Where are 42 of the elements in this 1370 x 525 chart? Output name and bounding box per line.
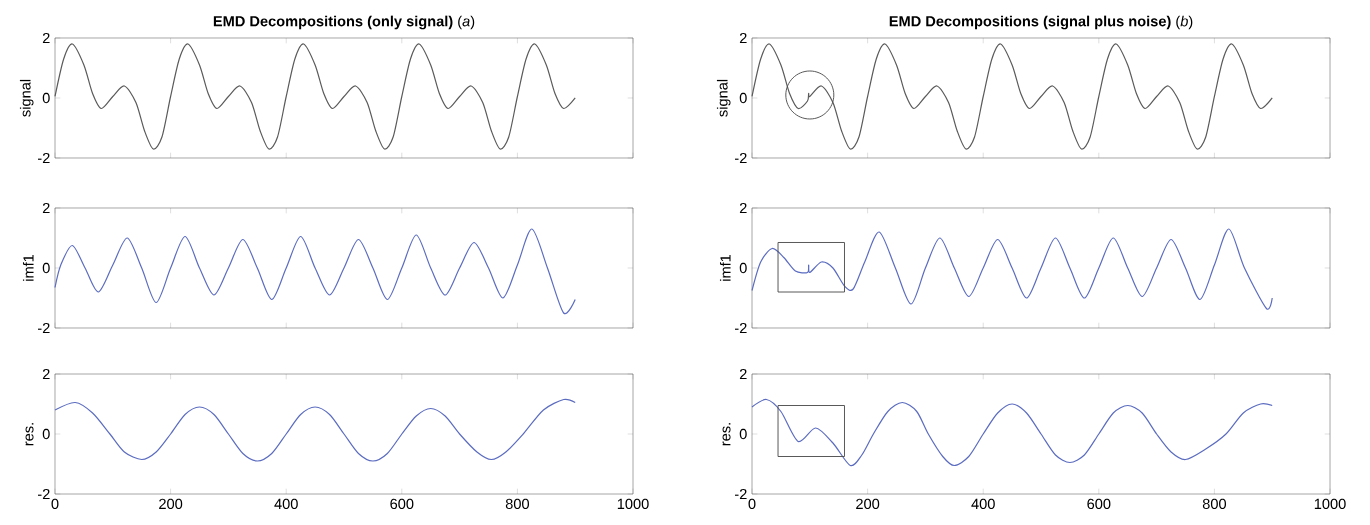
- y-tick-label: 2: [42, 32, 50, 44]
- line-series: [54, 228, 576, 314]
- y-tick-label: -2: [37, 322, 50, 334]
- y-axis-title: signal: [19, 79, 34, 117]
- y-tick-label: 2: [739, 32, 747, 44]
- y-tick-label: 0: [42, 428, 50, 440]
- y-axis-title: imf1: [719, 254, 731, 281]
- x-tick-label: 800: [505, 498, 530, 510]
- x-tick-label: 600: [1087, 498, 1111, 510]
- x-tick-label: 400: [274, 498, 298, 510]
- y-axis-title: res.: [25, 423, 34, 446]
- y-tick-label: -2: [734, 488, 747, 500]
- y-axis-title: imf1: [22, 254, 34, 281]
- y-tick-label: -2: [37, 488, 50, 500]
- x-tick-label: 800: [1202, 498, 1227, 510]
- y-tick-label: 0: [42, 262, 50, 274]
- line-series: [54, 398, 576, 462]
- x-tick-label: 0: [748, 498, 756, 510]
- y-tick-label: 0: [739, 428, 747, 440]
- line-series: [751, 398, 1273, 467]
- x-tick-label: 600: [390, 498, 414, 510]
- x-tick-label: 200: [856, 498, 880, 510]
- y-tick-label: -2: [734, 152, 747, 164]
- x-tick-label: 200: [159, 498, 183, 510]
- chart-title: EMD Decompositions (signal plus noise) (b): [889, 15, 1193, 30]
- x-tick-label: 1000: [1314, 498, 1346, 510]
- line-series: [751, 228, 1273, 310]
- y-tick-label: 0: [739, 262, 747, 274]
- y-tick-label: 2: [42, 368, 50, 380]
- y-tick-label: 2: [739, 368, 747, 380]
- x-tick-label: 0: [51, 498, 59, 510]
- y-tick-label: 2: [739, 202, 747, 214]
- y-tick-label: 2: [42, 202, 50, 214]
- y-axis-title: signal: [716, 79, 731, 117]
- x-tick-label: 1000: [617, 498, 649, 510]
- y-tick-label: -2: [37, 152, 50, 164]
- y-tick-label: 0: [42, 92, 50, 104]
- y-tick-label: -2: [734, 322, 747, 334]
- y-axis-title: res.: [722, 423, 731, 446]
- chart-title: EMD Decompositions (only signal) (a): [213, 15, 475, 30]
- y-tick-label: 0: [739, 92, 747, 104]
- x-tick-label: 400: [971, 498, 995, 510]
